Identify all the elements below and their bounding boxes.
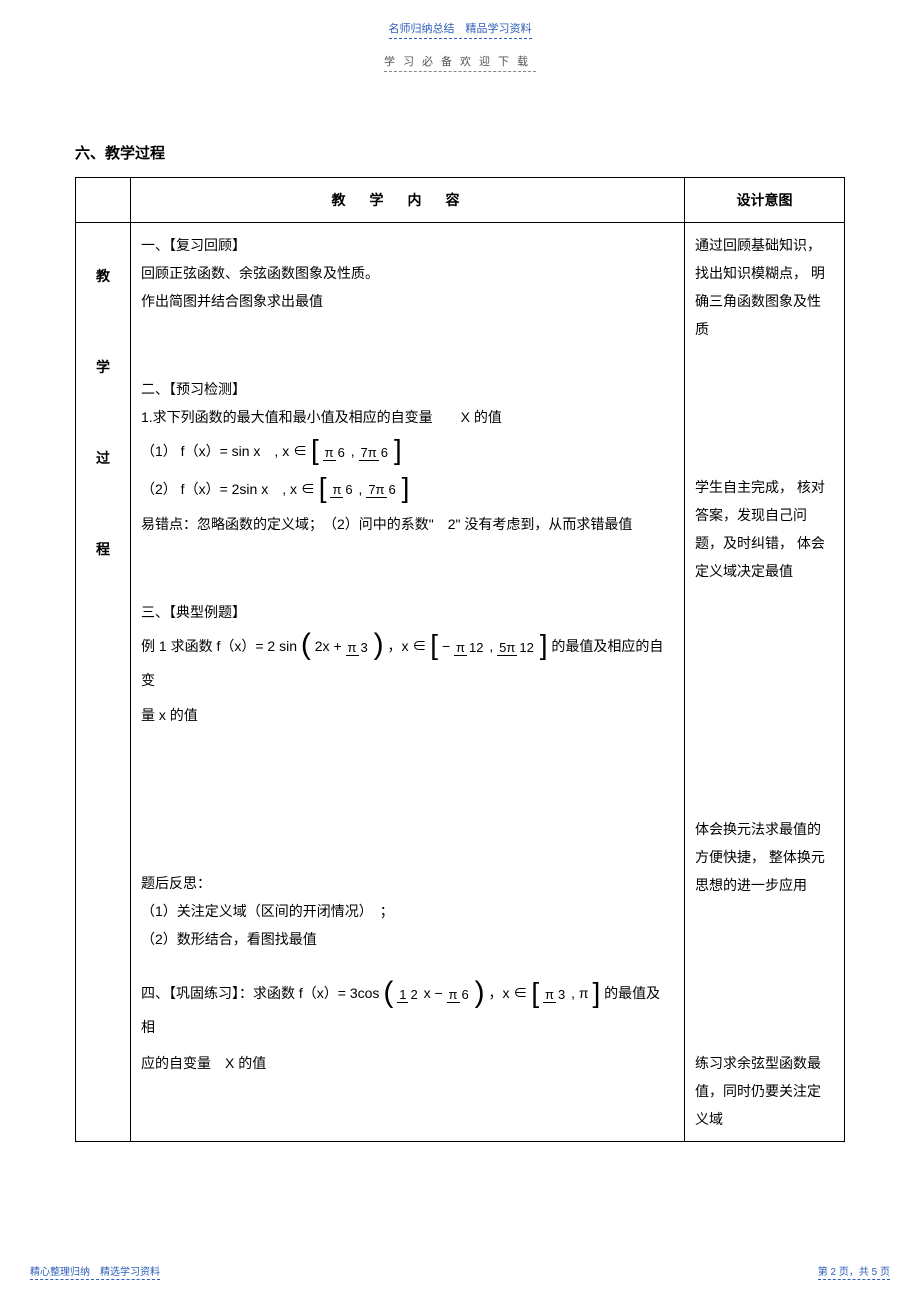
block2-note: 易错点：忽略函数的定义域； （2）问中的系数" 2" 没有考虑到，从而求错最值 <box>141 510 674 538</box>
left-label-column: 教 学 过 程 <box>76 223 131 1142</box>
teaching-process-table: 教学内容 设计意图 教 学 过 程 一、【复习回顾】 回顾正弦函数、余弦函数图象… <box>75 177 845 1142</box>
page-header-sub: 学习必备欢迎下载 <box>0 53 920 72</box>
block3-reflect1: （1）关注定义域（区间的开闭情况） ； <box>141 897 674 925</box>
page-footer: 精心整理归纳 精选学习资料 第 2 页，共 5 页 <box>30 1263 890 1280</box>
content-column: 一、【复习回顾】 回顾正弦函数、余弦函数图象及性质。 作出简图并结合图象求出最值… <box>131 223 685 1142</box>
block4-exercise: 四、【巩固练习】：求函数 f（x）= 3cos ( 12 x − π6 ) ，x… <box>141 977 674 1044</box>
block1-title: 一、【复习回顾】 <box>141 231 674 259</box>
block2-intro: 1.求下列函数的最大值和最小值及相应的自变量 X 的值 <box>141 403 674 431</box>
block4-line2: 应的自变量 X 的值 <box>141 1049 674 1077</box>
block3-reflect2: （2）数形结合，看图找最值 <box>141 925 674 953</box>
lbracket-icon: [ <box>531 979 539 1007</box>
rbracket-icon: ] <box>540 631 548 659</box>
th-left-blank <box>76 178 131 223</box>
block2-title: 二、【预习检测】 <box>141 375 674 403</box>
left-char-3: 过 <box>86 413 120 504</box>
footer-right-text: 第 2 页，共 5 页 <box>818 1263 890 1280</box>
block3-title: 三、【典型例题】 <box>141 598 674 626</box>
lbracket-icon: [ <box>430 631 438 659</box>
block3-example: 例 1 求函数 f（x）= 2 sin ( 2x + π3 ) ，x ∈ [ −… <box>141 630 674 697</box>
th-mid: 教学内容 <box>131 178 685 223</box>
block2-item2: （2） f（x）= 2sin x , x ∈ [ π6 , 7π6 ] <box>141 473 674 507</box>
table-header-row: 教学内容 设计意图 <box>76 178 845 223</box>
intent-column: 通过回顾基础知识，找出知识模糊点， 明确三角函数图象及性质 学生自主完成， 核对… <box>685 223 845 1142</box>
lbracket-icon: [ <box>319 474 327 502</box>
header-sub-text: 学习必备欢迎下载 <box>384 53 536 72</box>
block1-line1: 回顾正弦函数、余弦函数图象及性质。 <box>141 259 674 287</box>
block3-reflect-title: 题后反思： <box>141 869 674 897</box>
table-body-row: 教 学 过 程 一、【复习回顾】 回顾正弦函数、余弦函数图象及性质。 作出简图并… <box>76 223 845 1142</box>
left-char-1: 教 <box>86 231 120 322</box>
rparen-icon: ) <box>475 978 485 1008</box>
lparen-icon: ( <box>301 630 311 660</box>
lparen-icon: ( <box>383 978 393 1008</box>
header-top-text: 名师归纳总结 精品学习资料 <box>389 20 532 39</box>
rbracket-icon: ] <box>402 474 410 502</box>
section-title: 六、教学过程 <box>75 142 845 163</box>
rparen-icon: ) <box>374 630 384 660</box>
intent-1: 通过回顾基础知识，找出知识模糊点， 明确三角函数图象及性质 <box>695 231 834 343</box>
rbracket-icon: ] <box>592 979 600 1007</box>
block3-example-line2: 量 x 的值 <box>141 701 674 729</box>
intent-3: 体会换元法求最值的方便快捷， 整体换元思想的进一步应用 <box>695 815 834 899</box>
rbracket-icon: ] <box>394 436 402 464</box>
left-char-2: 学 <box>86 322 120 413</box>
intent-4: 练习求余弦型函数最值，同时仍要关注定义域 <box>695 1049 834 1133</box>
page-header-top: 名师归纳总结 精品学习资料 <box>0 0 920 39</box>
th-right: 设计意图 <box>685 178 845 223</box>
intent-2: 学生自主完成， 核对答案，发现自己问题，及时纠错， 体会定义域决定最值 <box>695 473 834 585</box>
footer-left-text: 精心整理归纳 精选学习资料 <box>30 1263 160 1280</box>
lbracket-icon: [ <box>311 436 319 464</box>
left-char-4: 程 <box>86 504 120 595</box>
block2-item1: （1） f（x）= sin x , x ∈ [ π6 , 7π6 ] <box>141 435 674 469</box>
block1-line2: 作出简图并结合图象求出最值 <box>141 287 674 315</box>
page-content: 六、教学过程 教学内容 设计意图 教 学 过 程 一、【复习回顾】 回顾正弦函数… <box>0 72 920 1142</box>
